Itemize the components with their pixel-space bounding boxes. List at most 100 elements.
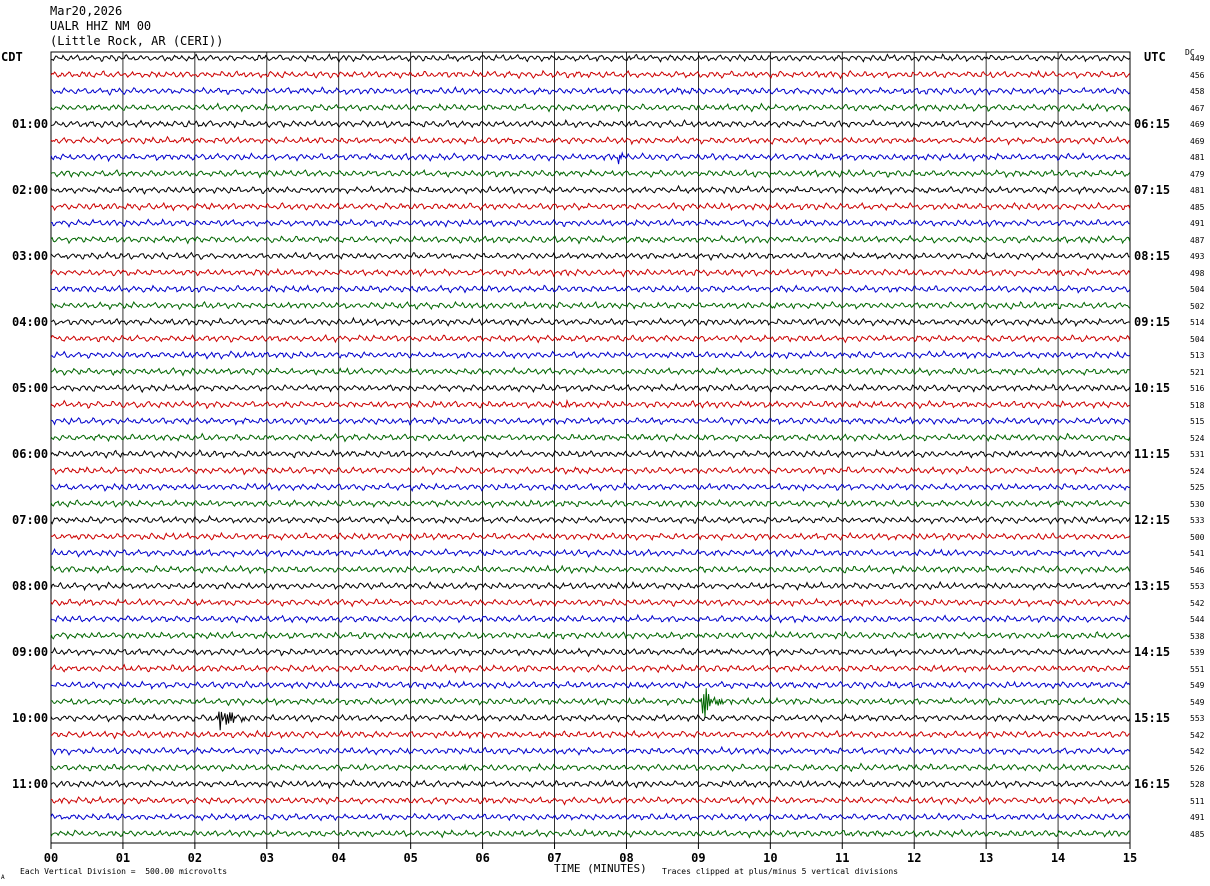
seismic-trace (50, 711, 1131, 731)
seismic-trace (50, 548, 1131, 558)
seismic-trace (50, 729, 1131, 740)
dc-offset-value: 525 (1190, 483, 1205, 492)
right-hour-label: 15:15 (1134, 711, 1171, 725)
seismic-trace (50, 448, 1131, 459)
dc-offset-value: 542 (1190, 598, 1205, 608)
x-tick-label: 06 (475, 851, 489, 865)
seismic-trace (50, 284, 1131, 294)
seismic-trace (50, 168, 1131, 179)
right-hour-label: 11:15 (1134, 447, 1171, 461)
seismic-trace (50, 482, 1130, 492)
seismic-trace (50, 350, 1130, 360)
left-hour-label: 09:00 (12, 645, 49, 659)
right-hour-label: 14:15 (1134, 645, 1171, 659)
minute-grid (50, 51, 1131, 844)
x-tick-label: 07 (547, 851, 561, 865)
left-hour-label: 10:00 (12, 711, 49, 725)
dc-offset-value: 449 (1190, 54, 1205, 63)
x-tick-label: 08 (619, 851, 633, 865)
right-hour-label: 12:15 (1134, 513, 1171, 527)
left-hour-label: 08:00 (12, 579, 49, 593)
clip-note: Traces clipped at plus/minus 5 vertical … (662, 867, 899, 876)
dc-offset-value: 493 (1190, 252, 1205, 261)
station-location: (Little Rock, AR (CERI)) (50, 34, 224, 48)
seismic-trace (50, 334, 1131, 344)
record-date: Mar20,2026 (50, 4, 123, 18)
seismic-trace (50, 531, 1131, 542)
dc-offset-value: 481 (1190, 153, 1205, 162)
dc-offset-value: 515 (1190, 417, 1205, 426)
seismic-trace (50, 85, 1131, 96)
seismic-trace (50, 366, 1130, 377)
dc-offset-value: 481 (1190, 186, 1205, 195)
x-tick-label: 10 (763, 851, 777, 865)
seismic-trace (50, 795, 1131, 806)
dc-offset-value: 524 (1190, 433, 1205, 443)
seismic-trace (50, 218, 1131, 228)
right-hour-label: 13:15 (1134, 579, 1171, 593)
seismic-trace (50, 828, 1130, 839)
seismic-trace (50, 53, 1131, 63)
dc-offset-value: 504 (1190, 334, 1205, 344)
dc-offset-value: 467 (1190, 103, 1205, 113)
seismic-trace (50, 646, 1131, 658)
left-hour-label: 05:00 (12, 381, 49, 395)
seismic-trace (50, 745, 1131, 756)
seismic-trace (50, 151, 1131, 165)
dc-offset-value: 485 (1190, 829, 1205, 839)
dc-offset-value: 487 (1190, 235, 1205, 245)
seismic-trace (50, 398, 1130, 410)
x-tick-label: 01 (116, 851, 130, 865)
seismic-trace (50, 316, 1130, 328)
dc-offset-value: 538 (1190, 631, 1205, 641)
x-tick-label: 14 (1051, 851, 1065, 865)
dc-offset-value: 456 (1190, 70, 1205, 80)
seismic-trace (50, 432, 1131, 443)
dc-offset-value: 491 (1190, 219, 1205, 228)
x-tick-label: 13 (979, 851, 993, 865)
seismic-trace (50, 613, 1130, 624)
seismic-trace (50, 679, 1131, 690)
seismic-trace (50, 184, 1131, 196)
dc-offset-value: 479 (1190, 169, 1205, 179)
dc-offset-value: 511 (1190, 796, 1205, 806)
dc-offset-value: 553 (1190, 582, 1205, 591)
right-hour-label: 06:15 (1134, 117, 1171, 131)
x-tick-label: 02 (188, 851, 202, 865)
left-hour-label: 04:00 (12, 315, 49, 329)
dc-offset-value: 539 (1190, 648, 1205, 657)
dc-offset-header: DC (1185, 48, 1195, 57)
dc-offset-value: 553 (1190, 714, 1205, 723)
dc-offset-value: 530 (1190, 499, 1205, 509)
dc-offset-value: 498 (1190, 268, 1205, 278)
left-hour-label: 02:00 (12, 183, 49, 197)
seismic-trace (50, 251, 1130, 261)
seismic-trace (50, 267, 1131, 278)
corner-mark: A (1, 874, 5, 881)
seismic-trace (50, 498, 1131, 509)
x-tick-label: 00 (44, 851, 58, 865)
seismic-trace (50, 580, 1131, 592)
seismic-trace (50, 465, 1131, 476)
dc-offset-value: 469 (1190, 136, 1205, 146)
x-tick-label: 03 (260, 851, 274, 865)
right-hour-label: 10:15 (1134, 381, 1171, 395)
left-timezone-label: CDT (1, 50, 23, 64)
right-timezone-label: UTC (1144, 50, 1166, 64)
dc-offset-value: 551 (1190, 664, 1205, 674)
seismic-trace (50, 812, 1131, 822)
dc-offset-value: 533 (1190, 516, 1205, 525)
x-tick-label: 12 (907, 851, 921, 865)
seismic-trace (50, 564, 1131, 575)
station-code: UALR HHZ NM 00 (50, 19, 152, 33)
left-hour-label: 11:00 (12, 777, 49, 791)
right-hour-label: 07:15 (1134, 183, 1171, 197)
seismic-trace (50, 416, 1131, 426)
seismic-trace (50, 102, 1131, 113)
dc-offset-value: 485 (1190, 202, 1205, 212)
dc-offset-value: 544 (1190, 615, 1205, 624)
left-hour-label: 01:00 (12, 117, 49, 131)
dc-offset-value: 516 (1190, 384, 1205, 393)
seismic-trace (50, 597, 1131, 608)
